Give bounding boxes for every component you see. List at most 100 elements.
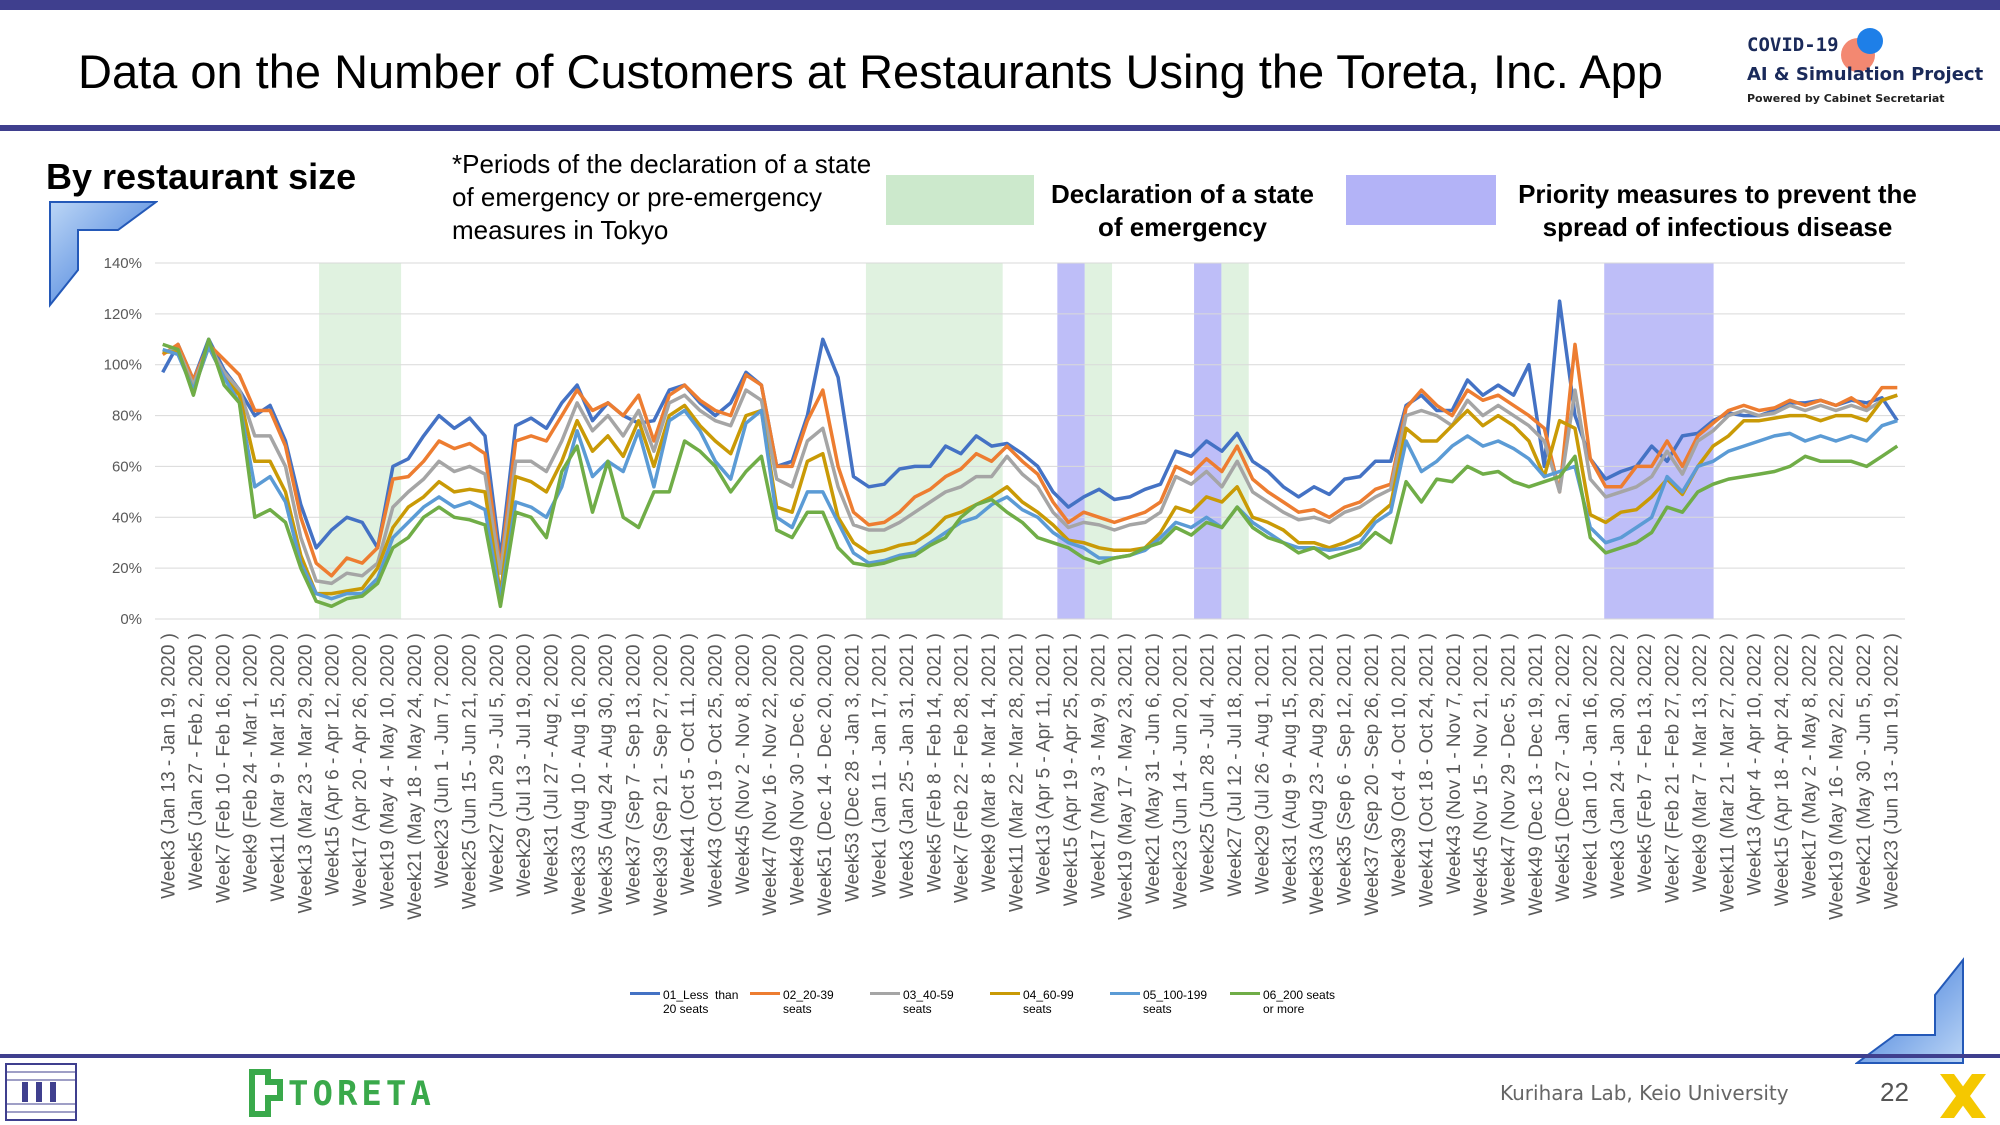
logo-blue-dot-icon: [1857, 28, 1883, 54]
page-number: 22: [1880, 1077, 1909, 1107]
y-tick-label: 120%: [104, 306, 142, 323]
series-legend-swatch: [630, 992, 660, 996]
x-tick-label: Week11 (Mar 9 - Mar 15, 2020 ): [268, 633, 289, 902]
series-legend-label: 02_20-39 seats: [783, 988, 834, 1016]
footer-divider: [0, 1054, 2000, 1058]
x-tick-label: Week49 (Nov 30 - Dec 6, 2020 ): [788, 633, 809, 905]
series-line-05: [162, 345, 1898, 601]
priority-legend-label: Priority measures to prevent the spread …: [1518, 179, 1917, 242]
x-tick-label: Week7 (Feb 10 - Feb 16, 2020 ): [213, 633, 234, 903]
series-legend-item: 06_200 seats or more: [1230, 988, 1335, 1016]
x-tick-label: Week53 (Dec 28 - Jan 3, 2021 ): [842, 633, 863, 902]
series-legend-swatch: [1110, 992, 1140, 996]
covid-project-logo: COVID-19 AI & Simulation Project Powered…: [1745, 28, 1985, 118]
corner-bracket-icon: [1855, 957, 1964, 1064]
x-tick-label: Week23 (Jun 13 - Jun 19, 2022 ): [1881, 633, 1902, 909]
x-tick-label: Week5 (Jan 27 - Feb 2, 2020 ): [186, 633, 207, 890]
x-tick-label: Week47 (Nov 16 - Nov 22, 2020 ): [760, 633, 781, 916]
x-tick-label: Week11 (Mar 22 - Mar 28, 2021 ): [1006, 633, 1027, 912]
x-tick-label: Week43 (Oct 19 - Oct 25, 2020 ): [706, 633, 727, 907]
series-legend-swatch: [870, 992, 900, 996]
y-tick-label: 60%: [112, 458, 142, 475]
x-tick-label: Week41 (Oct 18 - Oct 24, 2021 ): [1416, 633, 1437, 907]
series-legend-label: 06_200 seats or more: [1263, 988, 1336, 1016]
x-tick-label: Week33 (Aug 10 - Aug 16, 2020 ): [569, 633, 590, 915]
x-tick-label: Week41 (Oct 5 - Oct 11, 2020 ): [678, 633, 699, 895]
x-tick-label: Week35 (Sep 6 - Sep 12, 2021 ): [1334, 633, 1355, 905]
x-tick-label: Week11 (Mar 21 - Mar 27, 2022 ): [1717, 633, 1738, 912]
x-tick-label: Week49 (Dec 13 - Dec 19, 2021 ): [1526, 633, 1547, 916]
corner-bracket-icon: [49, 201, 158, 308]
top-accent-bar: [0, 0, 2000, 10]
x-tick-label: Week33 (Aug 23 - Aug 29, 2021 ): [1307, 633, 1328, 915]
x-tick-label: Week27 (Jun 29 - Jul 5, 2020 ): [487, 633, 508, 892]
logo-line1: COVID-19: [1747, 34, 1839, 56]
x-tick-label: Week3 (Jan 24 - Jan 30, 2022 ): [1608, 633, 1629, 899]
series-line-04: [162, 345, 1898, 596]
x-tick-label: Week21 (May 31 - Jun 6, 2021 ): [1143, 633, 1164, 904]
series-legend-label: 01_Less than 20 seats: [663, 988, 739, 1016]
logo-line3: Powered by Cabinet Secretariat: [1747, 92, 1945, 105]
y-tick-label: 140%: [104, 255, 142, 272]
x-tick-label: Week15 (Apr 18 - Apr 24, 2022 ): [1772, 633, 1793, 906]
x-tick-label: Week19 (May 17 - May 23, 2021 ): [1116, 633, 1137, 920]
x-tick-label: Week21 (May 30 - Jun 5, 2022 ): [1854, 633, 1875, 904]
y-tick-label: 20%: [112, 560, 142, 577]
university-logo-icon: [5, 1063, 77, 1121]
shaded-period-priority: [1057, 263, 1085, 619]
x-tick-label: Week39 (Sep 21 - Sep 27, 2020 ): [651, 633, 672, 916]
emergency-legend-swatch: [886, 175, 1034, 225]
x-tick-label: Week31 (Jul 27 - Aug 2, 2020 ): [541, 633, 562, 895]
toreta-mark-icon: [249, 1069, 283, 1117]
shaded-period-emergency: [1084, 263, 1113, 619]
emergency-periods-note: *Periods of the declaration of a state o…: [452, 149, 872, 245]
x-tick-label: Week17 (May 3 - May 9, 2021 ): [1088, 633, 1109, 899]
x-tick-label: Week13 (Apr 4 - Apr 10, 2022 ): [1745, 633, 1766, 896]
shaded-period-emergency: [319, 263, 402, 619]
x-tick-label: Week31 (Aug 9 - Aug 15, 2021 ): [1280, 633, 1301, 904]
y-tick-label: 100%: [104, 357, 142, 374]
x-tick-label: Week7 (Feb 22 - Feb 28, 2021 ): [952, 633, 973, 903]
y-tick-label: 80%: [112, 408, 142, 425]
page-title: Data on the Number of Customers at Resta…: [78, 45, 1663, 98]
x-tick-label: Week19 (May 16 - May 22, 2022 ): [1827, 633, 1848, 920]
series-legend-item: 01_Less than 20 seats: [630, 988, 738, 1016]
shaded-period-emergency: [1221, 263, 1249, 619]
x-tick-label: Week17 (Apr 20 - Apr 26, 2020 ): [350, 633, 371, 906]
x-tick-label: Week7 (Feb 21 - Feb 27, 2022 ): [1663, 633, 1684, 903]
series-legend-label: 04_60-99 seats: [1023, 988, 1074, 1016]
x-tick-label: Week39 (Oct 4 - Oct 10, 2021 ): [1389, 633, 1410, 897]
series-legend-swatch: [990, 992, 1020, 996]
x-tick-label: Week15 (Apr 19 - Apr 25, 2021 ): [1061, 633, 1082, 906]
x-tick-label: Week21 (May 18 - May 24, 2020 ): [405, 633, 426, 920]
series-line-01: [161, 299, 1899, 560]
x-tick-label: Week23 (Jun 14 - Jun 20, 2021 ): [1170, 633, 1191, 909]
x-tick-label: Week9 (Mar 7 - Mar 13, 2022 ): [1690, 633, 1711, 892]
lab-credit: Kurihara Lab, Keio University: [1500, 1081, 1789, 1105]
series-legend-item: 05_100-199 seats: [1110, 988, 1207, 1016]
series-legend-item: 03_40-59 seats: [870, 988, 954, 1016]
y-tick-label: 40%: [112, 509, 142, 526]
emergency-legend-label: Declaration of a state of emergency: [1051, 179, 1314, 242]
x-tick-label: Week45 (Nov 15 - Nov 21, 2021 ): [1471, 633, 1492, 916]
x-tick-label: Week37 (Sep 20 - Sep 26, 2021 ): [1362, 633, 1383, 916]
x-tick-label: Week25 (Jun 15 - Jun 21, 2020 ): [459, 633, 480, 909]
x-tick-label: Week15 (Apr 6 - Apr 12, 2020 ): [323, 633, 344, 896]
logo-line2: AI & Simulation Project: [1747, 64, 1984, 85]
priority-legend-swatch: [1346, 175, 1496, 225]
x-tick-label: Week37 (Sep 7 - Sep 13, 2020 ): [624, 633, 645, 905]
line-chart: 0% 20% 40% 60% 80% 100% 120% 140% Week3 (Jan 13 …: [104, 255, 1905, 920]
series-legend-label: 05_100-199 seats: [1143, 988, 1208, 1016]
x-tick-label: Week9 (Feb 24 - Mar 1, 2020 ): [241, 633, 262, 892]
series-legend-swatch: [1230, 992, 1260, 996]
series-legend: 01_Less than 20 seats 02_20-39 seats 03_40…: [630, 988, 1390, 1028]
series-legend-item: 04_60-99 seats: [990, 988, 1074, 1016]
x-tick-label: Week45 (Nov 2 - Nov 8, 2020 ): [733, 633, 754, 895]
x-tick-label: Week9 (Mar 8 - Mar 14, 2021 ): [979, 633, 1000, 892]
x-tick-label: Week1 (Jan 11 - Jan 17, 2021 ): [870, 633, 891, 897]
x-tick-label: Week3 (Jan 25 - Jan 31, 2021 ): [897, 633, 918, 899]
x-tick-label: Week13 (Apr 5 - Apr 11, 2021 ): [1034, 633, 1055, 894]
x-tick-label: Week51 (Dec 14 - Dec 20, 2020 ): [815, 633, 836, 916]
x-tick-label: Week51 (Dec 27 - Jan 2, 2022 ): [1553, 633, 1574, 902]
x-tick-label: Week27 (Jul 12 - Jul 18, 2021 ): [1225, 633, 1246, 897]
